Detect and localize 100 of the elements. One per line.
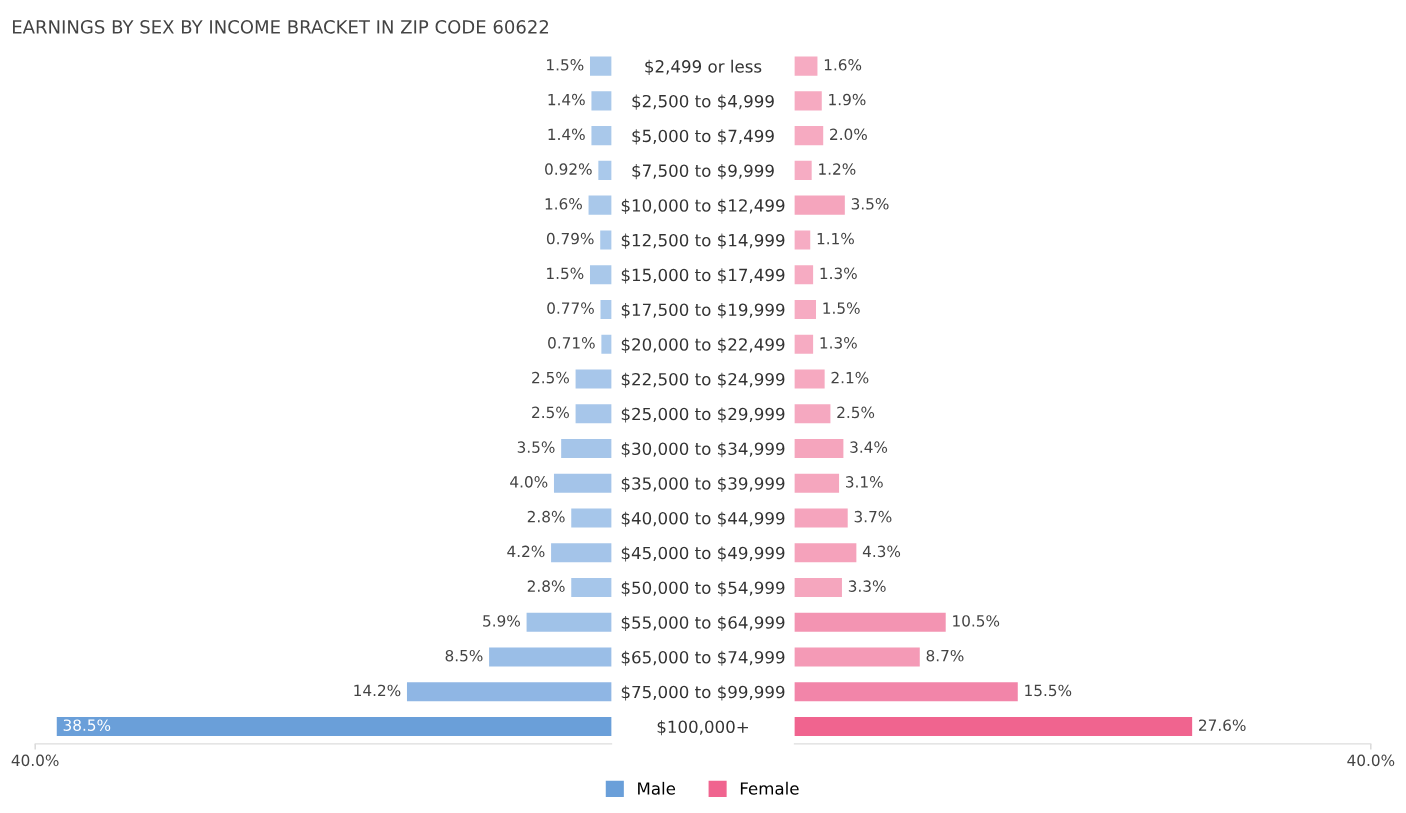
y-tick-label: $30,000 to $34,999 — [621, 442, 785, 458]
bar — [794, 334, 814, 354]
data-label: 27.6% — [1199, 719, 1246, 731]
legend-label: Female — [740, 781, 799, 795]
y-tick-label: $100,000+ — [657, 720, 748, 736]
data-label: 0.92% — [545, 163, 592, 175]
data-label: 2.8% — [527, 580, 565, 592]
data-label: 1.1% — [817, 232, 854, 245]
bar — [600, 230, 612, 250]
bar — [489, 647, 612, 667]
bar — [794, 160, 812, 180]
data-label: 4.2% — [507, 545, 545, 558]
bar — [600, 299, 612, 320]
data-label: 2.5% — [532, 406, 569, 419]
y-tick-label: $22,500 to $24,999 — [621, 372, 785, 388]
bar — [571, 508, 612, 528]
data-label: 1.5% — [823, 302, 860, 314]
data-label: 1.3% — [820, 267, 857, 280]
bar — [794, 265, 814, 285]
bar — [794, 682, 1018, 702]
y-tick-label: $15,000 to $17,499 — [621, 268, 785, 284]
data-label: 1.6% — [545, 198, 582, 210]
bar — [794, 473, 840, 493]
bar — [794, 56, 818, 76]
bar — [598, 160, 612, 180]
bar — [526, 612, 612, 632]
y-tick-label: $5,000 to $7,499 — [632, 129, 774, 145]
bar — [601, 334, 612, 354]
y-tick-label: $75,000 to $99,999 — [621, 685, 785, 701]
data-label: 3.1% — [846, 476, 883, 488]
data-label: 3.5% — [851, 198, 889, 210]
chart-title: EARNINGS BY SEX BY INCOME BRACKET IN ZIP CODE 60622 — [13, 20, 549, 34]
bar — [575, 369, 612, 389]
data-label: 3.5% — [517, 441, 555, 453]
data-label: 1.4% — [548, 128, 585, 141]
bar — [794, 195, 845, 215]
bar — [575, 404, 612, 424]
y-tick-label: $2,499 or less — [645, 59, 762, 75]
bar — [794, 230, 811, 250]
data-label: 4.0% — [510, 476, 548, 488]
data-label: 1.5% — [547, 59, 584, 71]
data-label: 10.5% — [953, 615, 1000, 627]
y-tick-label: $12,500 to $14,999 — [621, 233, 785, 249]
data-label: 2.5% — [837, 406, 875, 419]
bar — [551, 543, 612, 563]
data-label: 2.5% — [532, 371, 569, 384]
data-label: 1.9% — [829, 93, 866, 106]
y-tick-label: $55,000 to $64,999 — [621, 615, 785, 632]
data-label: 0.71% — [548, 337, 595, 349]
y-tick-label: $20,000 to $22,499 — [621, 337, 785, 353]
data-label: 4.3% — [862, 545, 901, 558]
bar — [794, 299, 817, 320]
data-label: 3.4% — [850, 441, 888, 453]
bar — [794, 91, 822, 111]
bar — [553, 473, 612, 493]
y-tick-label: $17,500 to $19,999 — [621, 303, 785, 319]
bar — [589, 265, 612, 285]
x-tick-label: 40.0% — [11, 754, 59, 767]
data-label: 2.0% — [830, 128, 867, 141]
bar — [591, 91, 612, 111]
data-label: 1.5% — [547, 267, 584, 280]
bar — [561, 438, 612, 459]
y-tick-label: $45,000 to $49,999 — [621, 546, 785, 562]
y-tick-label: $10,000 to $12,499 — [621, 198, 785, 214]
bar — [794, 647, 920, 667]
y-tick-label: $35,000 to $39,999 — [621, 476, 785, 493]
bar — [794, 508, 848, 528]
bar — [588, 195, 612, 215]
bar — [794, 716, 1193, 737]
y-tick-label: $2,500 to $4,999 — [632, 94, 774, 110]
y-tick-label: $50,000 to $54,999 — [621, 581, 785, 597]
data-label: 0.77% — [547, 302, 594, 314]
bar — [794, 126, 824, 146]
bar — [794, 404, 831, 424]
data-label: 14.2% — [354, 684, 401, 697]
data-label: 15.5% — [1025, 684, 1072, 697]
y-tick-label: $40,000 to $44,999 — [621, 511, 785, 527]
data-label: 1.3% — [820, 337, 857, 349]
data-label: 3.3% — [848, 580, 886, 592]
y-tick-label: $25,000 to $29,999 — [621, 407, 785, 423]
y-tick-label: $7,500 to $9,999 — [632, 164, 774, 180]
bar — [591, 126, 612, 146]
data-label: 0.79% — [546, 232, 594, 245]
data-label: 5.9% — [483, 615, 520, 627]
data-label: 3.7% — [854, 510, 892, 523]
data-label: 2.8% — [527, 510, 565, 523]
bar — [794, 577, 842, 598]
legend-label: Male — [638, 781, 676, 795]
bar — [794, 369, 825, 389]
bar — [794, 543, 857, 563]
data-label: 1.2% — [819, 163, 856, 175]
bar — [571, 577, 612, 598]
bar — [589, 56, 612, 76]
bar — [794, 612, 946, 632]
bar — [794, 438, 844, 459]
data-label: 2.1% — [831, 371, 869, 384]
bar — [56, 716, 612, 737]
data-label: 38.5% — [63, 719, 111, 731]
data-label: 8.5% — [445, 649, 483, 662]
bar — [406, 682, 612, 702]
